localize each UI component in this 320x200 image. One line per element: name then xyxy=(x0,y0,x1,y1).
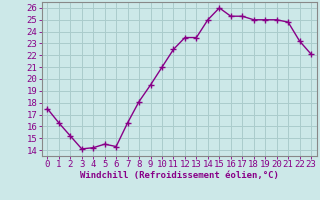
X-axis label: Windchill (Refroidissement éolien,°C): Windchill (Refroidissement éolien,°C) xyxy=(80,171,279,180)
